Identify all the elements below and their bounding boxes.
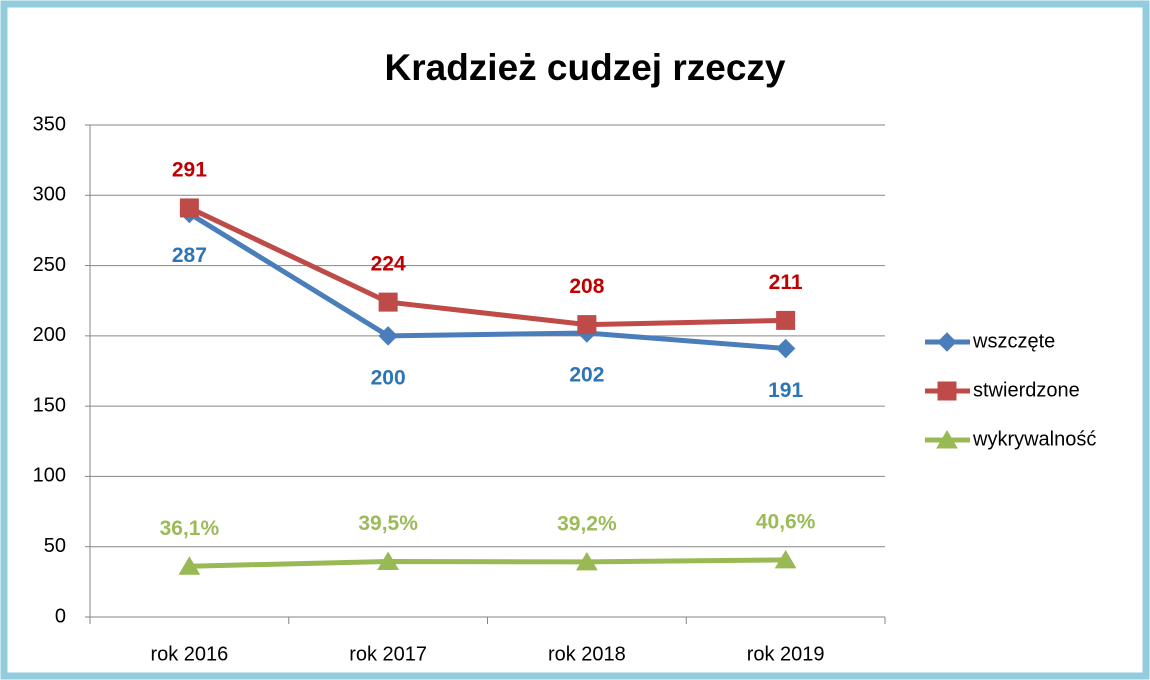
legend-marker — [936, 430, 958, 449]
point — [378, 326, 398, 346]
data-label: 208 — [569, 275, 604, 298]
series-line — [189, 557, 786, 569]
y-tick-label: 50 — [44, 535, 66, 557]
point — [178, 556, 201, 575]
legend-label: wszczęte — [972, 330, 1055, 352]
point — [378, 292, 398, 312]
data-label: 291 — [172, 158, 207, 181]
y-tick-label: 350 — [33, 113, 66, 135]
data-label: 40,6% — [756, 510, 816, 533]
y-tick-label: 0 — [55, 605, 66, 627]
point — [775, 338, 796, 359]
y-tick-label: 250 — [33, 254, 66, 276]
data-label: 191 — [768, 379, 803, 402]
data-label: 200 — [371, 366, 406, 389]
data-label: 39,2% — [557, 512, 617, 535]
point — [179, 198, 199, 218]
data-label: 224 — [371, 253, 406, 276]
chart-title: Kradzież cudzej rzeczy — [385, 47, 786, 88]
point — [774, 549, 797, 569]
data-label: 287 — [172, 244, 207, 267]
point — [776, 310, 796, 330]
data-label: 39,5% — [358, 512, 418, 535]
y-tick-label: 200 — [33, 324, 66, 346]
legend-marker — [937, 381, 957, 401]
y-tick-label: 300 — [33, 184, 66, 206]
series-line — [188, 205, 786, 328]
data-label: 202 — [569, 364, 604, 387]
legend-marker — [937, 332, 957, 352]
data-label: 36,1% — [160, 517, 220, 540]
x-tick-label: rok 2018 — [548, 643, 626, 665]
point — [377, 551, 399, 570]
point — [577, 315, 597, 335]
x-tick-label: rok 2016 — [150, 643, 228, 665]
y-tick-label: 150 — [33, 394, 66, 416]
legend-label: wykrywalność — [972, 428, 1096, 450]
legend-label: stwierdzone — [973, 379, 1080, 401]
y-tick-label: 100 — [33, 465, 66, 487]
point — [576, 551, 598, 571]
x-tick-label: rok 2019 — [747, 643, 825, 665]
data-label: 211 — [769, 271, 803, 294]
series-line — [188, 211, 786, 352]
x-tick-label: rok 2017 — [349, 643, 427, 665]
